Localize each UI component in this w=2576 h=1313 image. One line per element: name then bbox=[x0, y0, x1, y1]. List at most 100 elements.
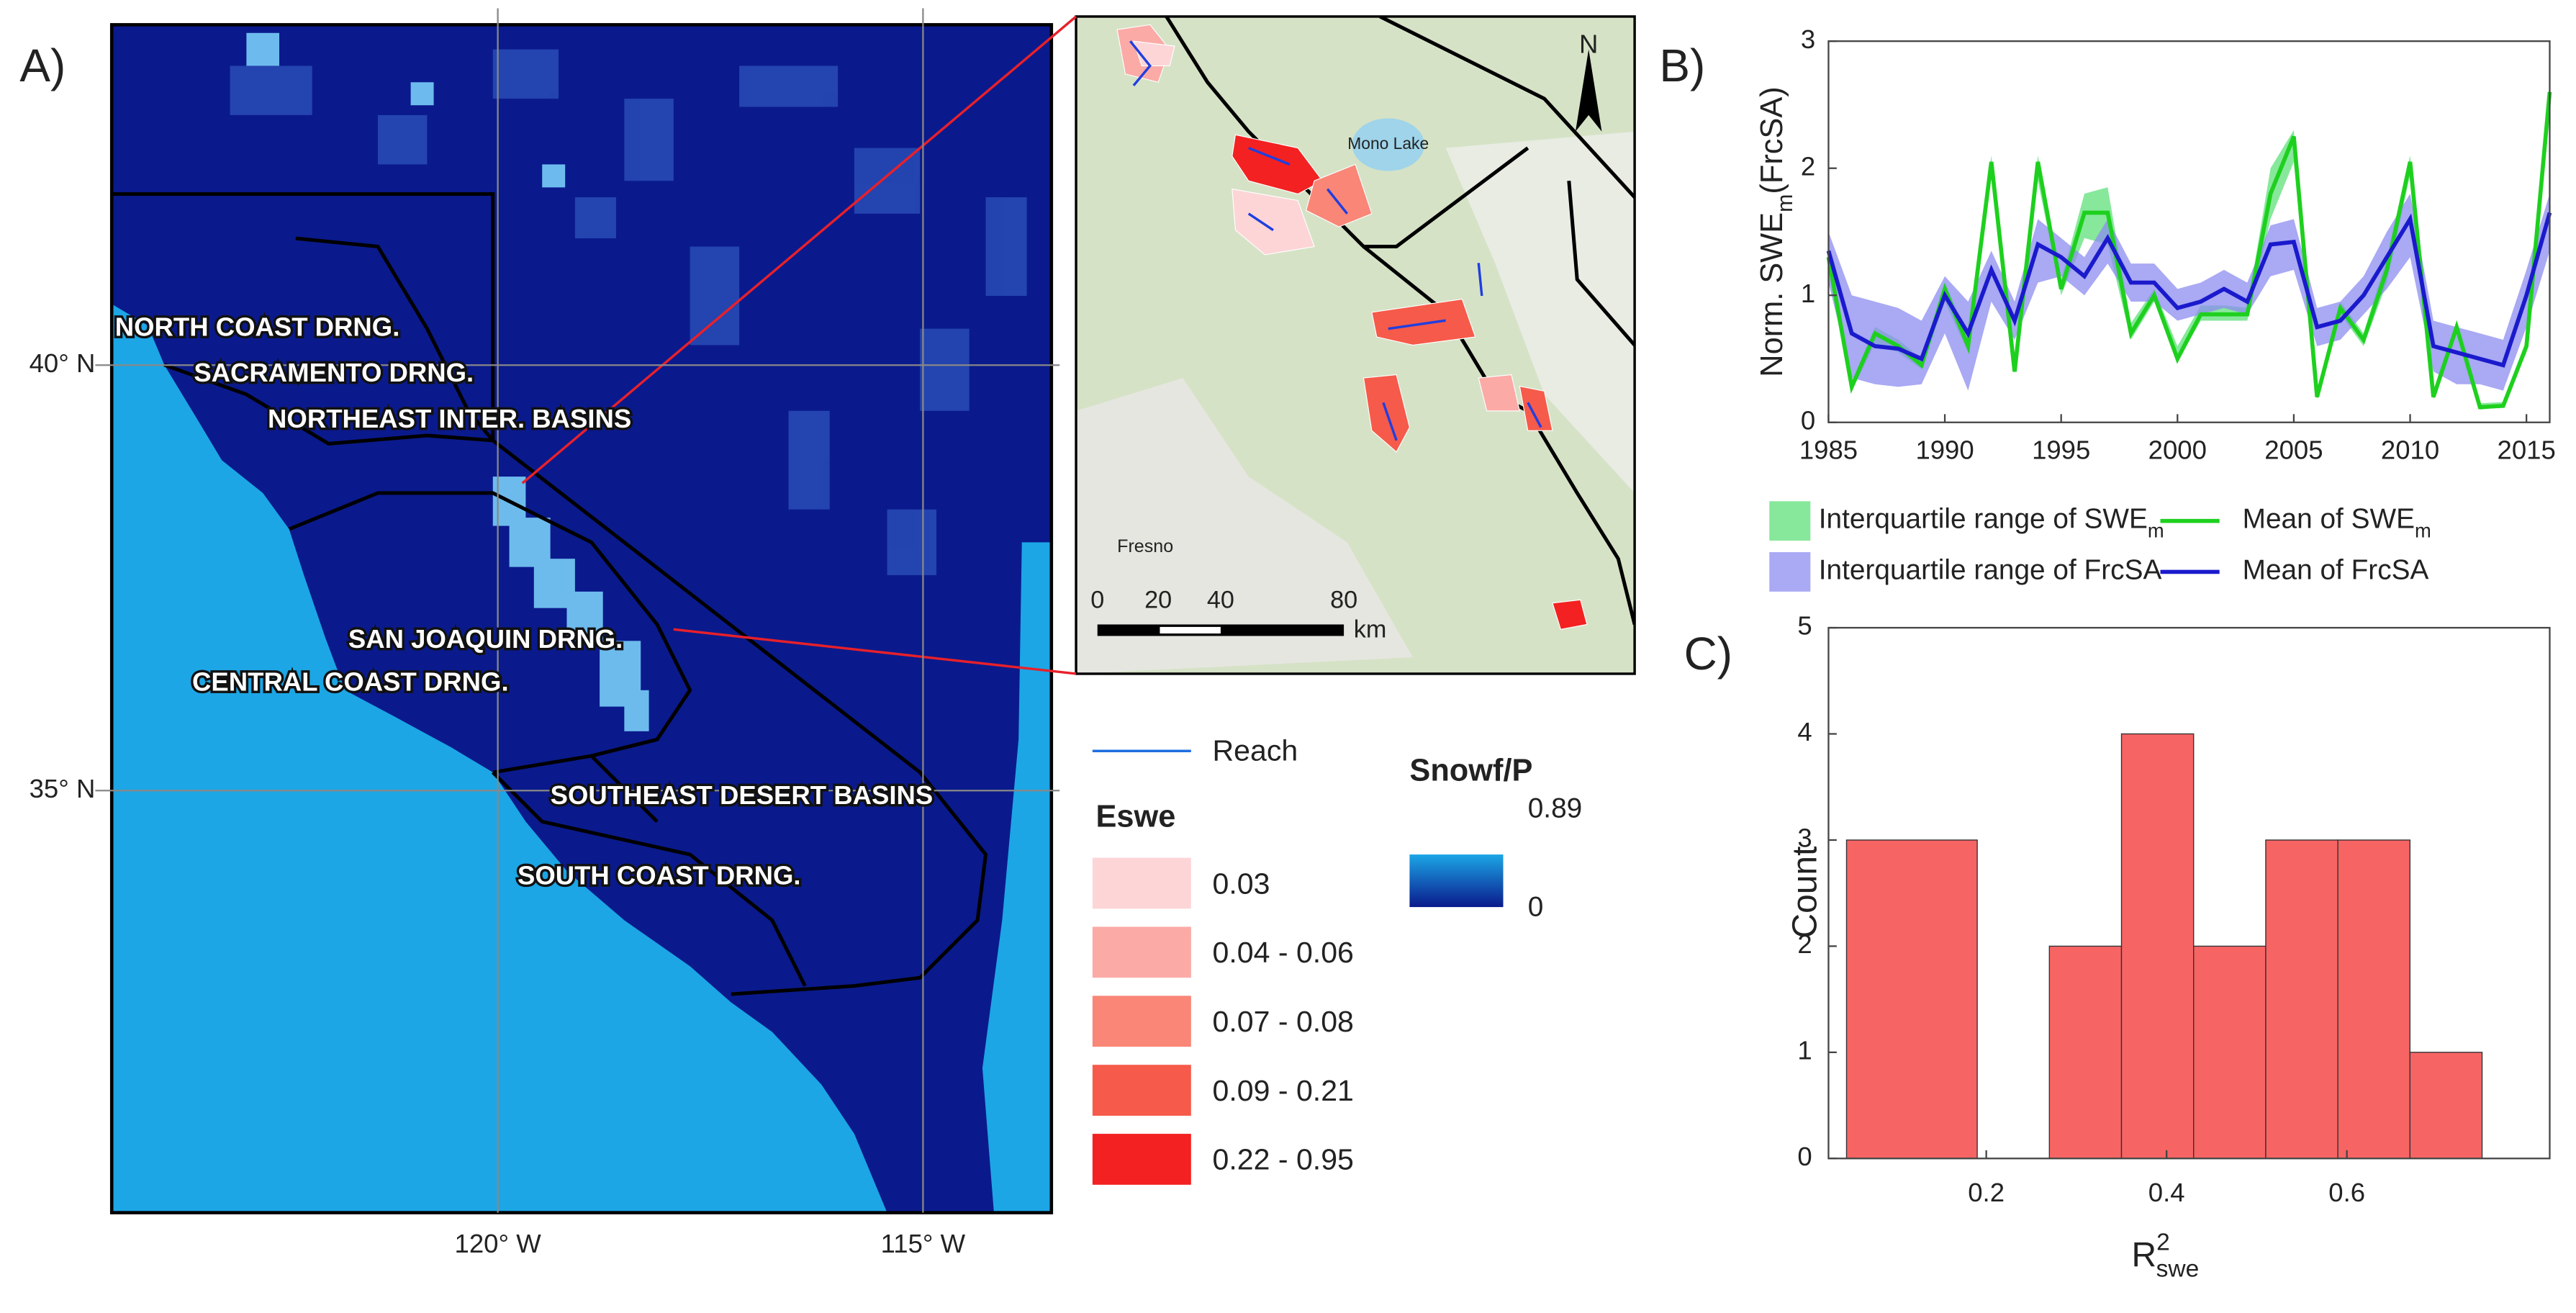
colorbar-min: 0 bbox=[1528, 892, 1544, 923]
region-label: SOUTH COAST DRNG. bbox=[518, 861, 801, 890]
x-tick-label: 2010 bbox=[2381, 435, 2439, 464]
scale-unit: km bbox=[1354, 616, 1387, 644]
legend-label: Reach bbox=[1213, 734, 1298, 767]
legend-label: Mean of SWEm bbox=[2243, 504, 2431, 541]
y-tick-label: 4 bbox=[1797, 717, 1812, 746]
x-tick-label: 0.2 bbox=[1968, 1178, 2005, 1207]
legend-swatch bbox=[1092, 996, 1191, 1047]
y-tick-label: 2 bbox=[1801, 151, 1815, 181]
legend-swatch bbox=[1092, 1134, 1191, 1185]
panel-label: B) bbox=[1659, 40, 1705, 91]
legend-label: 0.03 bbox=[1213, 867, 1270, 900]
panel-label: A) bbox=[19, 40, 65, 91]
y-tick-label: 3 bbox=[1801, 24, 1815, 54]
x-tick-label: 2015 bbox=[2498, 435, 2556, 464]
legend-swatch bbox=[1769, 552, 1811, 592]
inset-frame bbox=[1075, 15, 1636, 675]
legend-title: Eswe bbox=[1095, 799, 1175, 834]
north-arrow bbox=[1575, 49, 1602, 132]
map-base bbox=[112, 24, 1052, 1213]
y-tick-label: 5 bbox=[1797, 611, 1812, 641]
iqr-band bbox=[1828, 91, 2550, 410]
histogram-bar bbox=[1845, 839, 1978, 1159]
zoom-line bbox=[521, 15, 1077, 484]
y-tick-label: 2 bbox=[1797, 929, 1812, 959]
y-tick-label: 35° N bbox=[30, 774, 96, 803]
y-tick-label: 40° N bbox=[30, 348, 96, 378]
histogram-bar bbox=[2265, 839, 2338, 1159]
legend-label: Mean of FrcSA bbox=[2243, 555, 2429, 586]
x-axis-label-sub: swe bbox=[2156, 1256, 2200, 1283]
inset-map bbox=[1076, 16, 1635, 674]
y-axis-label-suffix: (FrcSA) bbox=[1755, 86, 1790, 194]
histogram-bar bbox=[2193, 945, 2267, 1159]
y-axis-label: Norm. SWEm(FrcSA) bbox=[1755, 86, 1797, 376]
legend-label: 0.07 - 0.08 bbox=[1213, 1005, 1354, 1038]
y-axis-label-sub: m bbox=[1773, 194, 1797, 212]
x-axis-label: R2 swe bbox=[2131, 1229, 2199, 1283]
inset-label: N bbox=[1579, 30, 1598, 59]
map-frame bbox=[109, 23, 1054, 1214]
legend-label: Interquartile range of SWEm bbox=[1819, 504, 2164, 541]
x-tick-label: 120° W bbox=[455, 1229, 542, 1258]
y-tick-label: 3 bbox=[1797, 824, 1812, 853]
legend-swatch bbox=[1769, 501, 1811, 541]
mean-line bbox=[1826, 212, 2552, 368]
panel-label: C) bbox=[1684, 628, 1732, 680]
y-axis-label: Count bbox=[1786, 847, 1824, 939]
x-tick-label: 115° W bbox=[881, 1229, 966, 1258]
colorbar bbox=[1409, 854, 1504, 908]
histogram-bar bbox=[2120, 733, 2195, 1159]
scale-label: 80 bbox=[1330, 587, 1357, 614]
region-label: CENTRAL COAST DRNG. bbox=[192, 667, 509, 696]
x-tick-label: 1995 bbox=[2032, 435, 2090, 464]
scale-bar bbox=[1160, 626, 1221, 634]
legend-name: Interquartile range of FrcSA bbox=[1819, 555, 2162, 586]
histogram-bar bbox=[2048, 945, 2123, 1159]
legend-swatch bbox=[1092, 1065, 1191, 1116]
x-tick-label: 0.4 bbox=[2148, 1178, 2185, 1207]
region-label: SACRAMENTO DRNG. bbox=[194, 358, 474, 387]
x-axis-label-sup: 2 bbox=[2156, 1229, 2170, 1256]
iqr-band bbox=[1828, 194, 2550, 391]
y-tick-label: 0 bbox=[1797, 1142, 1812, 1171]
legend-label: 0.09 - 0.21 bbox=[1213, 1074, 1354, 1107]
y-tick-label: 1 bbox=[1797, 1036, 1812, 1065]
inset-label: Mono Lake bbox=[1347, 134, 1429, 153]
legend-label: 0.22 - 0.95 bbox=[1213, 1143, 1354, 1176]
legend-name-sub: m bbox=[2415, 519, 2431, 541]
x-tick-label: 1985 bbox=[1799, 435, 1858, 464]
x-tick-label: 0.6 bbox=[2328, 1178, 2365, 1207]
region-label: SAN JOAQUIN DRNG. bbox=[348, 624, 623, 654]
y-tick-label: 1 bbox=[1801, 279, 1815, 308]
inset-label: Fresno bbox=[1117, 536, 1173, 556]
legend-label: 0.04 - 0.06 bbox=[1213, 936, 1354, 969]
legend-swatch bbox=[1092, 857, 1191, 909]
legend-name: Interquartile range of SWE bbox=[1819, 504, 2148, 535]
y-tick-label: 0 bbox=[1801, 405, 1815, 435]
histogram-bar bbox=[2409, 1052, 2483, 1159]
zoom-line bbox=[673, 628, 1077, 675]
legend-name-sub: m bbox=[2148, 519, 2164, 541]
legend-name: Mean of FrcSA bbox=[2243, 555, 2429, 586]
scale-label: 0 bbox=[1090, 587, 1104, 614]
scale-label: 40 bbox=[1207, 587, 1234, 614]
x-axis-label-main: R bbox=[2131, 1236, 2156, 1274]
x-tick-label: 2005 bbox=[2264, 435, 2323, 464]
colorbar-title: Snowf/P bbox=[1409, 753, 1532, 788]
legend-swatch bbox=[1092, 926, 1191, 978]
colorbar-max: 0.89 bbox=[1528, 793, 1583, 824]
histogram-bar bbox=[2337, 839, 2411, 1159]
region-label: SOUTHEAST DESERT BASINS bbox=[551, 780, 934, 810]
region-label: NORTH COAST DRNG. bbox=[115, 312, 400, 341]
plot-frame bbox=[1827, 626, 2551, 1160]
x-tick-label: 1990 bbox=[1915, 435, 1974, 464]
x-tick-label: 2000 bbox=[2148, 435, 2207, 464]
region-label: NORTHEAST INTER. BASINS bbox=[268, 404, 631, 433]
y-axis-label-main: Norm. SWE bbox=[1755, 212, 1790, 377]
plot-frame bbox=[1827, 40, 2551, 423]
legend-name: Mean of SWE bbox=[2243, 504, 2415, 535]
legend-label: Interquartile range of FrcSA bbox=[1819, 555, 2162, 586]
scale-label: 20 bbox=[1144, 587, 1172, 614]
